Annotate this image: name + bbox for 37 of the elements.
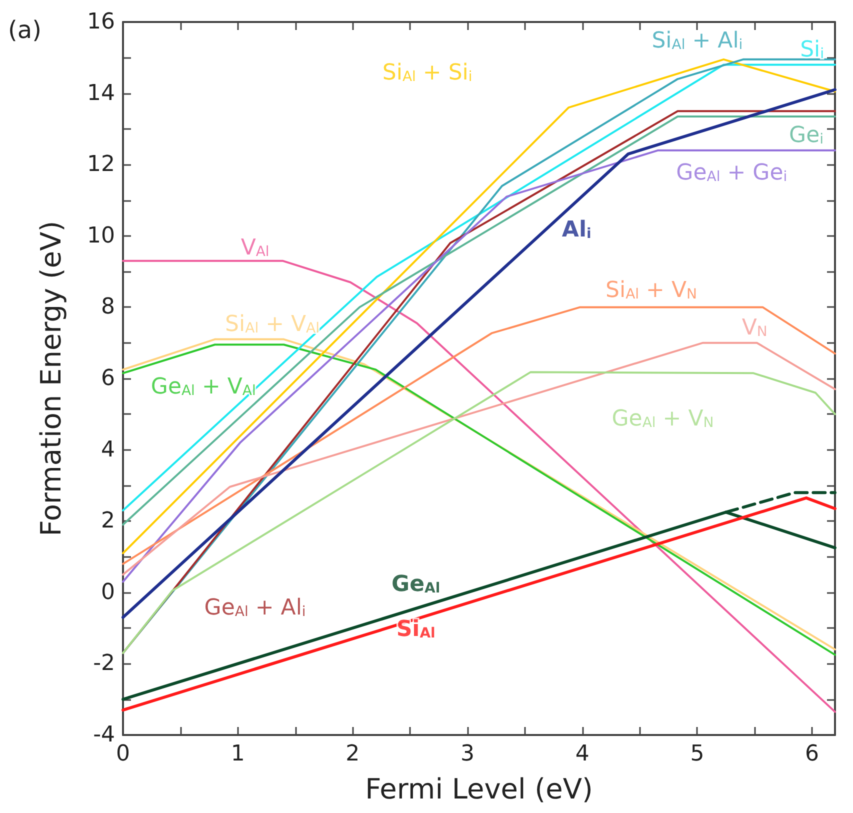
y-tick-label: 12 (87, 152, 115, 178)
series-label: Ali (562, 217, 592, 242)
y-tick-label: 16 (87, 10, 115, 34)
x-tick-label: 1 (230, 742, 245, 766)
x-tick-label: 3 (460, 742, 475, 766)
y-tick-label: 2 (101, 508, 115, 534)
y-axis-title: Formation Energy (eV) (34, 220, 68, 536)
y-tick-label: 14 (87, 80, 115, 106)
x-tick-label: 6 (805, 742, 820, 766)
y-tick-label: 4 (101, 437, 115, 462)
x-tick-label: 5 (690, 742, 704, 766)
series-label: GeAl (392, 572, 440, 598)
text: SiAl + Sii (382, 60, 472, 86)
series-label: SiAl + VN (606, 278, 698, 304)
line-series (122, 342, 836, 576)
series-label: GeAl + Gei (676, 160, 788, 186)
y-tick-label: 6 (101, 366, 115, 391)
line-series (122, 260, 836, 713)
y-tick-label: 10 (87, 223, 115, 248)
y-tick-label: 0 (101, 580, 115, 605)
series-label: Gei (789, 123, 824, 148)
series-label: Sii (800, 37, 824, 62)
series-label: SiAl + Ali (652, 28, 743, 54)
text: (a) (8, 16, 42, 44)
line-series (122, 306, 836, 565)
x-axis-title: Fermi Level (eV) (365, 772, 593, 806)
series-label: SiAl (396, 616, 436, 642)
x-tick-label: 2 (346, 742, 360, 766)
y-tick-label: -2 (93, 651, 115, 676)
y-tick-label: -4 (93, 722, 115, 748)
series-label: GeAl + Ali (204, 595, 306, 620)
series-label: GeAl + VN (612, 406, 714, 432)
y-tick-label: 8 (101, 294, 115, 320)
series-label: VN (742, 316, 768, 341)
x-tick-label: 4 (575, 742, 590, 766)
series-label: VAl (240, 235, 270, 260)
series-label: SiAl + VAl (225, 312, 320, 337)
